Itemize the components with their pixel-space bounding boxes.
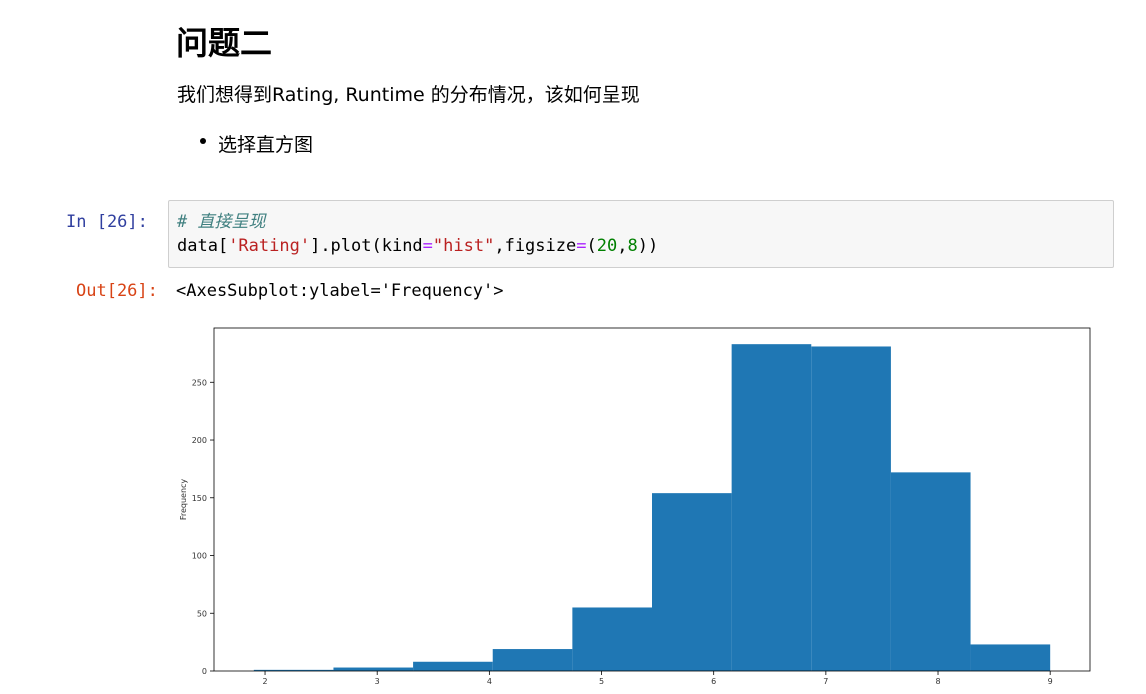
histogram-bar (492, 649, 573, 671)
input-prompt: In [26]: (66, 212, 148, 232)
bullet-icon (200, 138, 206, 144)
y-tick-label: 150 (192, 494, 207, 503)
histogram-bar (731, 344, 812, 671)
y-tick-label: 0 (202, 667, 207, 676)
histogram-bar (652, 493, 732, 671)
markdown-title: 问题二 (176, 24, 273, 62)
histogram-bar (253, 669, 334, 671)
histogram-bars (253, 344, 1051, 671)
y-tick-label: 100 (192, 552, 207, 561)
x-tick-label: 4 (487, 677, 492, 686)
code-token: "hist" (432, 236, 495, 256)
code-token: ].plot(kind (310, 236, 423, 256)
code-comment: # 直接呈现 (177, 212, 266, 232)
markdown-paragraph: 我们想得到Rating, Runtime 的分布情况，该如何呈现 (177, 84, 640, 106)
histogram-bar (572, 607, 652, 671)
histogram-bar (811, 346, 891, 671)
histogram-bar (413, 661, 493, 671)
x-tick-label: 6 (711, 677, 716, 686)
histogram-bar (970, 644, 1051, 671)
x-tick-label: 8 (935, 677, 940, 686)
list-item-text: 选择直方图 (218, 134, 314, 156)
list-item: 选择直方图 (200, 130, 313, 157)
histogram-bar (333, 667, 414, 671)
code-token: )) (637, 236, 659, 256)
x-tick-label: 2 (262, 677, 267, 686)
code-token: , (617, 236, 628, 256)
code-token: data[ (177, 236, 229, 256)
code-token: ,figsize (494, 236, 577, 256)
x-axis-ticks: 2 3 4 5 6 7 8 9 (262, 671, 1053, 686)
y-tick-label: 50 (197, 609, 207, 618)
histogram-bar (890, 472, 971, 671)
code-line: data['Rating'].plot(kind="hist",figsize=… (177, 236, 658, 256)
y-axis-label: Frequency (179, 479, 188, 521)
markdown-bullet-list: 选择直方图 (200, 130, 313, 157)
x-tick-label: 9 (1048, 677, 1053, 686)
code-token: ( (586, 236, 597, 256)
x-tick-label: 5 (599, 677, 604, 686)
x-tick-label: 3 (375, 677, 380, 686)
code-token: 8 (627, 236, 638, 256)
code-token: = (422, 236, 433, 256)
x-tick-label: 7 (823, 677, 828, 686)
y-axis-ticks: 0 50 100 150 200 250 (192, 378, 214, 676)
code-token: 'Rating' (228, 236, 311, 256)
axes-frame (213, 327, 1091, 672)
y-tick-label: 200 (192, 436, 207, 445)
y-tick-label: 250 (192, 378, 207, 387)
output-prompt: Out[26]: (76, 281, 158, 301)
code-token: 20 (596, 236, 618, 256)
code-cell-input[interactable]: # 直接呈现 data['Rating'].plot(kind="hist",f… (168, 200, 1114, 268)
output-text: <AxesSubplot:ylabel='Frequency'> (176, 281, 504, 301)
code-token: = (576, 236, 587, 256)
histogram-chart: 0 50 100 150 200 250 2 3 4 5 6 7 8 9 Frequency (179, 327, 1091, 686)
